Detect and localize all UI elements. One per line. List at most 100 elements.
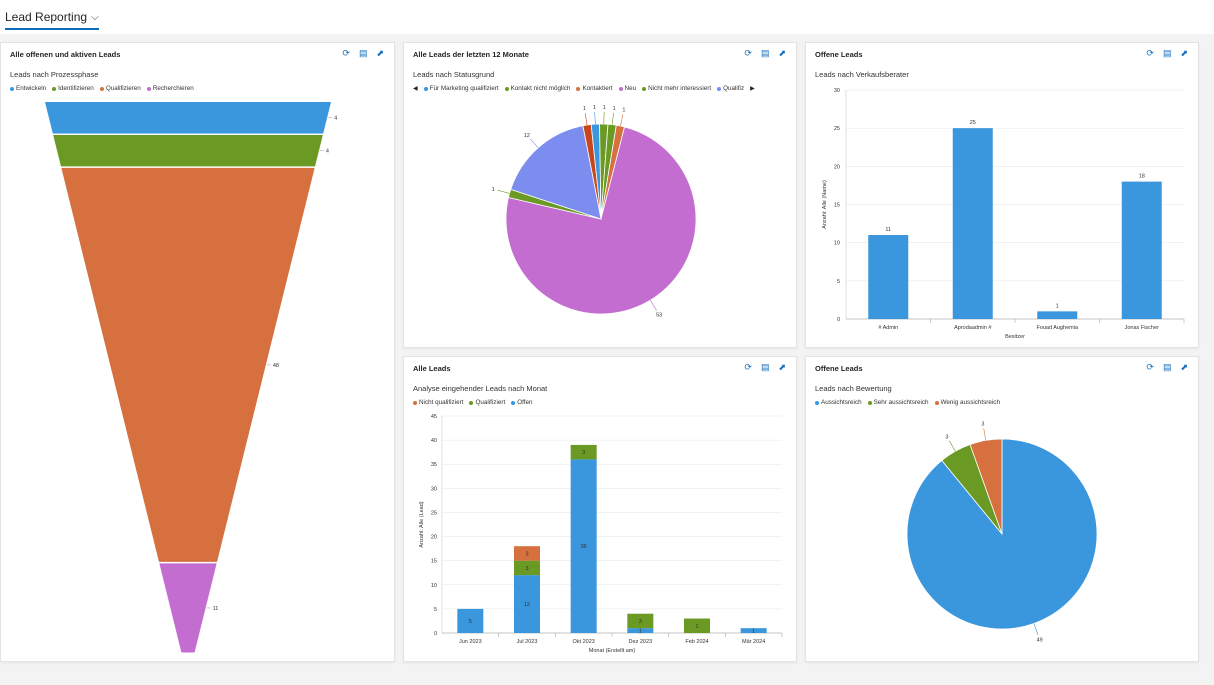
legend-dot-icon bbox=[576, 86, 581, 91]
pie-leader-line bbox=[620, 114, 624, 127]
segment-value-label: 36 bbox=[581, 544, 587, 550]
stacked-bar-segment bbox=[627, 628, 654, 633]
refresh-icon[interactable]: ⟳ bbox=[1146, 362, 1154, 372]
expand-icon[interactable]: ⬈ bbox=[1180, 362, 1188, 372]
legend-item[interactable]: Nicht qualifiziert bbox=[413, 399, 463, 406]
refresh-icon[interactable]: ⟳ bbox=[342, 48, 350, 58]
legend-item[interactable]: Kontaktiert bbox=[576, 85, 613, 92]
legend-item[interactable]: Aussichtsreich bbox=[815, 399, 862, 406]
top-bar: Lead Reporting ⌵ bbox=[0, 0, 1214, 34]
legend-next-icon[interactable]: ▶ bbox=[750, 86, 755, 92]
legend-dot-icon bbox=[146, 86, 151, 91]
card-toolbar: ⟳ ▤ ⬈ bbox=[744, 362, 786, 372]
legend-item[interactable]: Identifizieren bbox=[52, 85, 94, 92]
legend-item[interactable]: Entwickeln bbox=[10, 85, 46, 92]
funnel-chart: 4 4 48 11 bbox=[45, 102, 337, 653]
legend-item[interactable]: Recherchieren bbox=[146, 85, 194, 92]
y-axis-title: Anzahl: Alle (Name) bbox=[822, 180, 828, 229]
legend-item[interactable]: Offen bbox=[511, 399, 533, 406]
legend-item[interactable]: Sehr aussichtsreich bbox=[867, 399, 929, 406]
expand-icon[interactable]: ⬈ bbox=[376, 48, 384, 58]
y-axis-title: Anzahl: Alle (Lead) bbox=[419, 501, 425, 547]
legend-prev-icon[interactable]: ◀ bbox=[413, 86, 418, 92]
funnel-segment bbox=[61, 167, 315, 562]
expand-icon[interactable]: ⬈ bbox=[1180, 48, 1188, 58]
legend-item[interactable]: Wenig aussichtsreich bbox=[934, 399, 1000, 406]
pie-value-label: 1 bbox=[583, 106, 586, 112]
refresh-icon[interactable]: ⟳ bbox=[744, 48, 752, 58]
legend-item[interactable]: Neu bbox=[618, 85, 637, 92]
y-tick-label: 40 bbox=[431, 438, 437, 444]
legend-label: Entwickeln bbox=[16, 85, 47, 92]
pie-value-label: 53 bbox=[656, 313, 662, 319]
stacked-bar-segment bbox=[570, 444, 597, 460]
legend-dot-icon bbox=[504, 86, 509, 91]
x-tick-label: Mär 2024 bbox=[742, 639, 765, 645]
legend-label: Für Marketing qualifiziert bbox=[429, 85, 499, 92]
bar bbox=[952, 128, 993, 319]
pie-leader-line bbox=[594, 112, 596, 125]
y-tick-label: 5 bbox=[837, 279, 840, 285]
card-toolbar: ⟳ ▤ ⬈ bbox=[1146, 48, 1188, 58]
x-tick-label: # Admin bbox=[878, 325, 898, 331]
x-tick-label: Jun 2023 bbox=[459, 639, 482, 645]
x-tick-label: Okt 2023 bbox=[573, 639, 595, 645]
card-funnel: Alle offenen und aktiven Leads ⟳ ▤ ⬈ Lea… bbox=[0, 42, 395, 662]
refresh-icon[interactable]: ⟳ bbox=[744, 362, 752, 372]
pie-value-label: 1 bbox=[622, 107, 625, 113]
pie-value-label: 1 bbox=[613, 106, 616, 112]
legend-label: Offen bbox=[517, 399, 533, 406]
legend-label: Qualifiz bbox=[723, 85, 745, 92]
refresh-icon[interactable]: ⟳ bbox=[1146, 48, 1154, 58]
x-axis-title: Besitzer bbox=[1005, 334, 1025, 340]
card-rating-pie: Offene Leads ⟳ ▤ ⬈ Leads nach Bewertung … bbox=[805, 356, 1199, 662]
x-tick-label: Jonas Fischer bbox=[1125, 325, 1159, 331]
records-icon[interactable]: ▤ bbox=[760, 362, 770, 372]
legend-label: Qualifiziert bbox=[475, 399, 506, 406]
pie-value-label: 1 bbox=[593, 105, 596, 111]
pie-value-label: 3 bbox=[945, 434, 948, 440]
pie-value-label: 49 bbox=[1037, 637, 1043, 643]
y-tick-label: 0 bbox=[837, 317, 840, 323]
funnel-value-label: 4 bbox=[326, 149, 329, 155]
y-tick-label: 15 bbox=[431, 559, 437, 565]
legend-dot-icon bbox=[511, 400, 516, 405]
card-toolbar: ⟳ ▤ ⬈ bbox=[342, 48, 384, 58]
legend-item[interactable]: Qualifiziert bbox=[469, 399, 505, 406]
funnel-value-label: 4 bbox=[334, 116, 337, 122]
monthly-stacked-chart: 0 5 10 15 20 25 30 35 40 45 5 Jun 2023 12 3 3 Jul 2023 3… bbox=[419, 414, 783, 654]
legend-item[interactable]: Kontakt nicht möglich bbox=[504, 85, 570, 92]
legend-label: Nicht qualifiziert bbox=[419, 399, 464, 406]
records-icon[interactable]: ▤ bbox=[1162, 48, 1172, 58]
legend-item[interactable]: Qualifizieren bbox=[99, 85, 141, 92]
card-title: Offene Leads bbox=[815, 364, 863, 373]
expand-icon[interactable]: ⬈ bbox=[778, 48, 786, 58]
segment-value-label: 5 bbox=[469, 619, 472, 625]
pie-value-label: 3 bbox=[981, 422, 984, 428]
segment-value-label: 1 bbox=[695, 624, 698, 630]
expand-icon[interactable]: ⬈ bbox=[778, 362, 786, 372]
records-icon[interactable]: ▤ bbox=[1162, 362, 1172, 372]
x-tick-label: Dez 2023 bbox=[629, 639, 653, 645]
records-icon[interactable]: ▤ bbox=[760, 48, 770, 58]
y-tick-label: 20 bbox=[834, 164, 840, 170]
x-tick-label: Feb 2024 bbox=[685, 639, 708, 645]
bar-value-label: 11 bbox=[885, 227, 891, 233]
legend-label: Neu bbox=[624, 85, 637, 92]
legend-item[interactable]: Qualifiz bbox=[717, 85, 744, 92]
y-tick-label: 15 bbox=[834, 203, 840, 209]
records-icon[interactable]: ▤ bbox=[358, 48, 368, 58]
legend-label: Nicht mehr interessiert bbox=[648, 85, 712, 92]
y-tick-label: 5 bbox=[434, 607, 437, 613]
legend-item[interactable]: Nicht mehr interessiert bbox=[642, 85, 711, 92]
pie-value-label: 1 bbox=[603, 105, 606, 111]
legend-item[interactable]: Für Marketing qualifiziert bbox=[423, 85, 499, 92]
card-owner-bars: Offene Leads ⟳ ▤ ⬈ Leads nach Verkaufsbe… bbox=[805, 42, 1199, 348]
y-tick-label: 10 bbox=[431, 583, 437, 589]
bar bbox=[868, 235, 909, 319]
card-toolbar: ⟳ ▤ ⬈ bbox=[744, 48, 786, 58]
dashboard-selector[interactable]: Lead Reporting ⌵ bbox=[5, 10, 99, 30]
legend-label: Identifizieren bbox=[58, 85, 94, 92]
card-monthly: Alle Leads ⟳ ▤ ⬈ Analyse eingehender Lea… bbox=[403, 356, 797, 662]
pie-slice bbox=[510, 125, 602, 220]
